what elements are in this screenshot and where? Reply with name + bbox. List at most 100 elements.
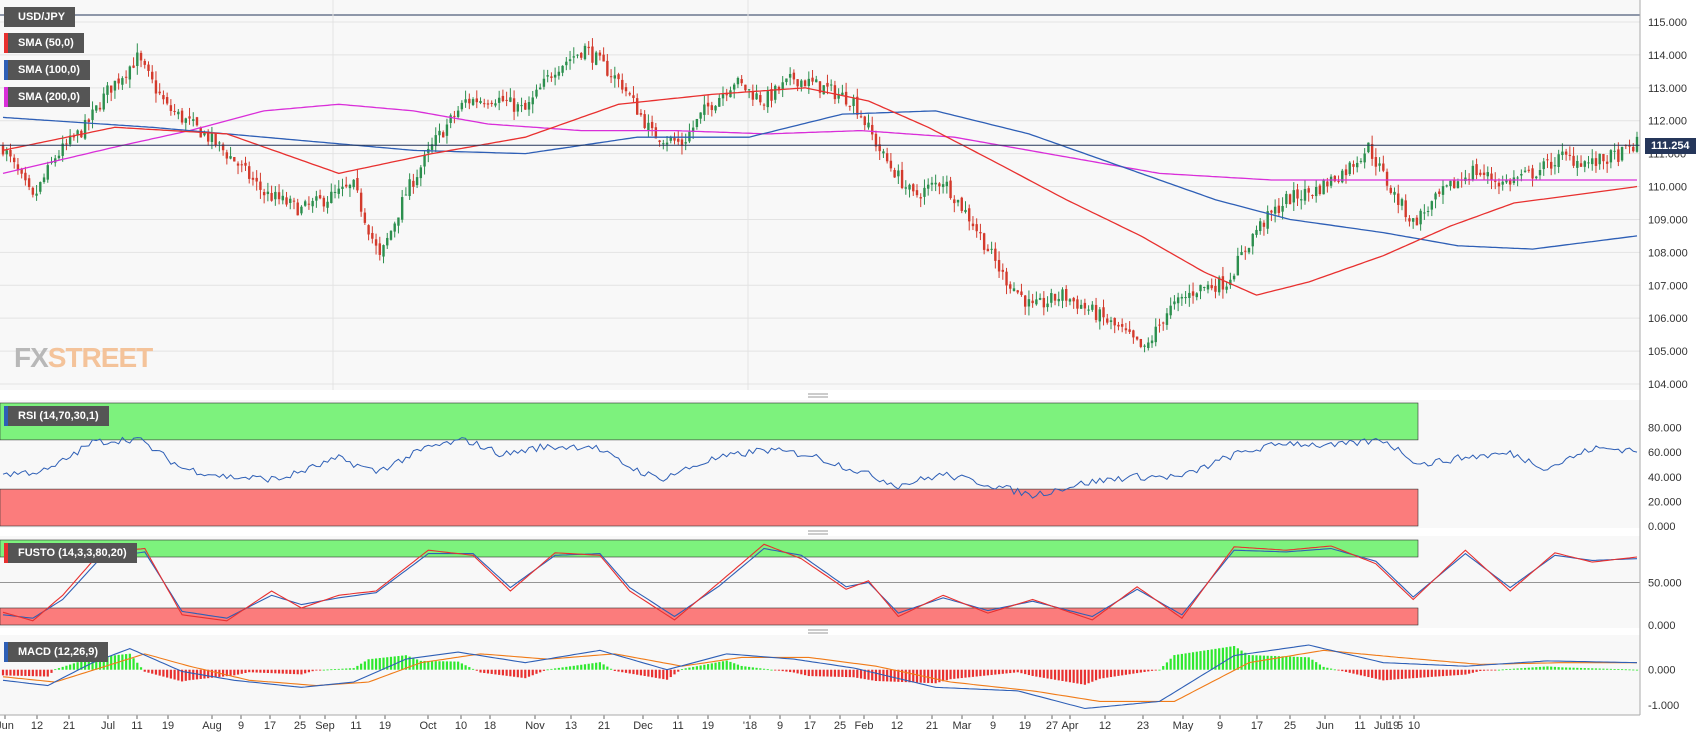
macd-histogram-bar [136, 662, 139, 670]
macd-histogram-bar [859, 669, 863, 679]
gridlines [0, 0, 1640, 390]
macd-histogram-bar [1408, 669, 1411, 679]
candle-down [1270, 210, 1273, 213]
candle-up [1225, 286, 1228, 290]
macd-histogram-bar [1348, 669, 1351, 673]
macd-histogram-bar [1042, 669, 1045, 678]
macd-histogram-bar [16, 669, 20, 676]
macd-histogram-bar [1542, 666, 1545, 670]
macd-histogram-bar [1624, 669, 1627, 671]
macd-histogram-bar [1311, 659, 1314, 670]
candle-down [803, 80, 807, 87]
candle-up [102, 93, 105, 110]
candle-up [583, 45, 587, 60]
fxstreet-logo: FXSTREET [14, 342, 153, 373]
macd-histogram-bar [13, 669, 16, 676]
macd-histogram-bar [781, 669, 784, 672]
macd-histogram-bar [356, 665, 359, 670]
price-tick-label: 108.000 [1648, 247, 1688, 259]
macd-histogram-bar [1065, 669, 1068, 682]
macd-histogram-bar [83, 659, 87, 670]
macd-histogram-bar [184, 669, 187, 681]
candle-down [1139, 338, 1143, 347]
x-tick-label: 10 [1408, 720, 1420, 732]
candle-up [766, 91, 769, 108]
sma50-label[interactable]: SMA (50,0) [4, 33, 84, 53]
sma200-label[interactable]: SMA (200,0) [4, 87, 90, 107]
candle-up [613, 75, 617, 79]
macd-histogram-bar [927, 669, 930, 683]
candle-down [1594, 158, 1598, 166]
macd-histogram-bar [259, 669, 262, 673]
macd-histogram-bar [785, 669, 788, 672]
candle-up [1553, 165, 1557, 167]
macd-histogram-bar [445, 661, 449, 670]
candle-up [1542, 161, 1545, 170]
macd-histogram-bar [550, 668, 553, 670]
candle-down [1076, 299, 1079, 309]
macd-histogram-bar [1214, 648, 1217, 670]
macd-histogram-bar [386, 657, 389, 670]
macd-histogram-bar [1397, 669, 1400, 680]
x-tick-label: Mar [953, 720, 972, 732]
candle-up [1259, 221, 1262, 232]
macd-histogram-bar [1501, 669, 1504, 671]
sma100-label[interactable]: SMA (100,0) [4, 60, 90, 80]
macd-histogram-bar [1236, 648, 1239, 670]
candle-up [76, 130, 79, 136]
macd-histogram-bar [389, 656, 393, 670]
candle-up [662, 143, 665, 145]
candle-up [1341, 170, 1344, 183]
candle-down [1605, 161, 1609, 164]
macd-histogram-bar [568, 666, 572, 670]
macd-histogram-bar [1617, 669, 1620, 670]
macd-histogram-bar [1512, 668, 1515, 670]
rsi-label[interactable]: RSI (14,70,30,1) [4, 406, 109, 426]
candle-down [1397, 193, 1400, 205]
candle-down [139, 52, 143, 61]
candle-up [990, 248, 993, 250]
candle-down [169, 105, 173, 111]
macd-histogram-bar [1046, 669, 1049, 679]
candle-down [132, 65, 135, 68]
macd-histogram-bar [1147, 669, 1150, 672]
macd-histogram-bar [1281, 656, 1284, 670]
macd-histogram-bar [1050, 669, 1053, 680]
x-tick-label: 12 [1099, 720, 1111, 732]
x-tick-label: 9 [238, 720, 244, 732]
macd-histogram-bar [1113, 669, 1116, 677]
macd-histogram-bar [1509, 668, 1512, 670]
candle-down [1128, 329, 1131, 332]
candle-down [374, 239, 378, 246]
candle-down [1020, 291, 1023, 295]
macd-histogram-bar [203, 669, 206, 679]
macd-histogram-bar [729, 661, 732, 670]
macd-histogram-bar [251, 669, 255, 673]
fusto-label[interactable]: FUSTO (14,3,3,80,20) [4, 543, 137, 563]
macd-histogram-bar [61, 666, 64, 670]
macd-histogram-bar [1165, 662, 1169, 670]
macd-histogram-bar [434, 661, 437, 670]
candle-down [915, 190, 919, 196]
candle-up [930, 182, 934, 185]
macd-histogram-bar [46, 669, 49, 677]
candle-up [1363, 153, 1366, 163]
x-tick-label: 27 [1046, 720, 1058, 732]
macd-histogram-bar [956, 669, 960, 679]
macd-histogram-bar [132, 658, 135, 670]
x-tick-label: 11 [131, 720, 142, 732]
candle-up [897, 170, 900, 177]
candle-down [367, 225, 370, 235]
macd-histogram-bar [453, 661, 456, 670]
macd-histogram-bar [322, 669, 325, 671]
macd-histogram-bar [54, 669, 57, 671]
macd-histogram-bar [964, 669, 967, 678]
candle-down [1546, 159, 1549, 161]
macd-histogram-bar [535, 669, 538, 674]
macd-label[interactable]: MACD (12,26,9) [4, 642, 109, 662]
macd-histogram-bar [1300, 657, 1303, 670]
candle-down [322, 197, 326, 207]
candle-up [39, 182, 42, 192]
candle-down [1333, 175, 1337, 182]
macd-histogram-bar [1009, 669, 1012, 674]
